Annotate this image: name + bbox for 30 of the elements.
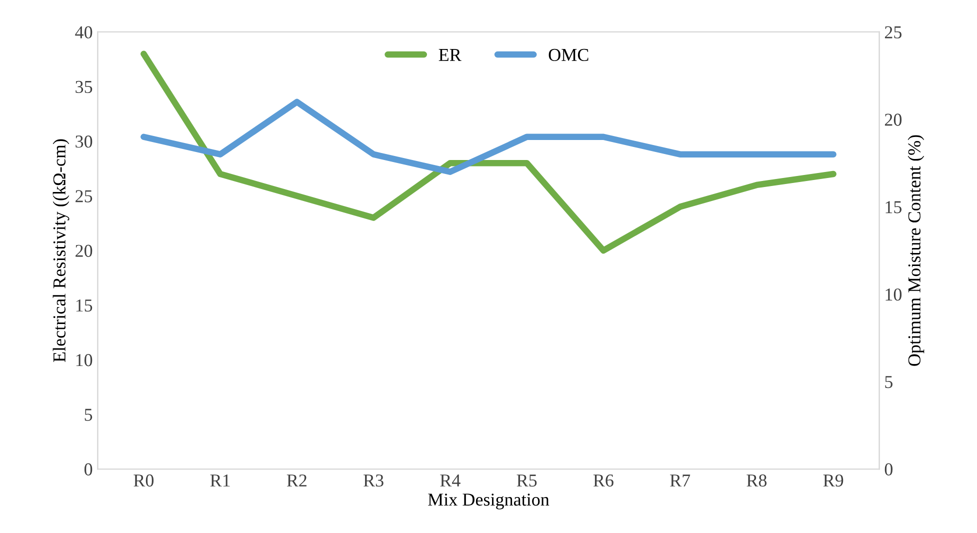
y-tick-label: 15 <box>76 299 92 312</box>
y-tick-label: 25 <box>76 190 92 202</box>
y2-tick-label: 0 <box>884 463 892 476</box>
x-tick-label: R6 <box>593 474 614 487</box>
y2-axis-title: Optimum Moisture Content (%) <box>908 135 924 366</box>
y2-tick-label: 25 <box>884 26 902 38</box>
x-tick-label: R8 <box>746 474 767 487</box>
y-axis-title: Electrical Resistivity ((kΩ-cm) <box>52 139 70 362</box>
y2-tick-label: 10 <box>886 288 902 301</box>
y2-tick-label: 15 <box>886 201 902 214</box>
y-tick-label: 40 <box>75 26 92 38</box>
x-tick-label: R9 <box>823 474 844 487</box>
x-tick-label: R1 <box>210 474 230 486</box>
y-tick-label: 20 <box>76 244 92 257</box>
y-tick-label: 10 <box>76 354 92 366</box>
x-tick-label: R5 <box>516 474 537 487</box>
legend-label: ER <box>438 49 462 61</box>
y-tick-label: 0 <box>84 463 92 476</box>
x-tick-label: R4 <box>440 474 460 486</box>
x-tick-label: R2 <box>286 474 306 486</box>
x-tick-label: R0 <box>134 474 154 487</box>
x-axis-title: Mix Designation <box>428 494 550 510</box>
y-tick-label: 5 <box>84 408 92 421</box>
x-tick-label: R3 <box>364 474 384 487</box>
y-tick-label: 35 <box>76 80 92 94</box>
y2-tick-label: 5 <box>885 376 892 388</box>
y2-tick-label: 20 <box>884 114 902 126</box>
x-tick-label: R7 <box>670 474 690 486</box>
y-tick-label: 30 <box>76 136 92 148</box>
legend-label: OMC <box>548 48 588 62</box>
